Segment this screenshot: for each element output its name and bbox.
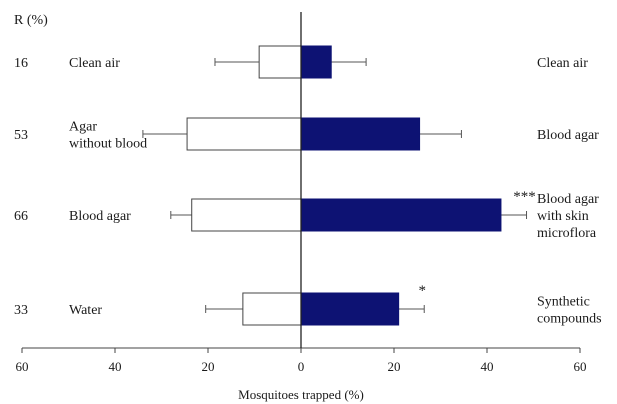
left-category-label: Water [69,303,102,318]
right-category-label: Blood agar [537,128,599,143]
x-tick-label: 0 [298,359,305,374]
right-bar [300,117,421,151]
significance-marker: * [418,283,426,299]
right-category-label: Blood agar [537,192,599,207]
x-axis-title: Mosquitoes trapped (%) [238,387,364,402]
x-tick-label: 20 [388,359,401,374]
r-value: 66 [14,209,28,224]
x-tick-label: 40 [481,359,494,374]
left-bar [258,45,302,79]
x-tick-label: 40 [109,359,122,374]
rows-layer: 16 Clean air Clean air 53 Agar without blood B… [14,45,602,327]
right-bar [300,45,332,79]
left-bar [242,292,302,326]
right-category-label: Clean air [537,56,588,71]
left-bar [186,117,302,151]
right-category-label: with skin [537,209,589,224]
x-tick-label: 60 [574,359,587,374]
r-value: 53 [14,128,28,143]
x-tick-label: 20 [202,359,215,374]
right-bar [300,292,400,326]
right-category-label: Synthetic [537,295,590,310]
left-category-label: Agar [69,120,97,135]
ticks-layer: 60 40 20 0 20 40 60 [16,348,587,374]
r-value: 16 [14,56,28,71]
left-bar [191,198,302,232]
r-header: R (%) [14,13,48,28]
left-category-label: Clean air [69,56,120,71]
left-category-label: Blood agar [69,209,131,224]
significance-marker: *** [513,189,536,205]
right-bar [300,198,502,232]
right-category-label: compounds [537,312,602,327]
r-value: 33 [14,303,28,318]
x-tick-label: 60 [16,359,29,374]
right-category-label: microflora [537,226,597,241]
left-category-label: without blood [69,137,147,152]
